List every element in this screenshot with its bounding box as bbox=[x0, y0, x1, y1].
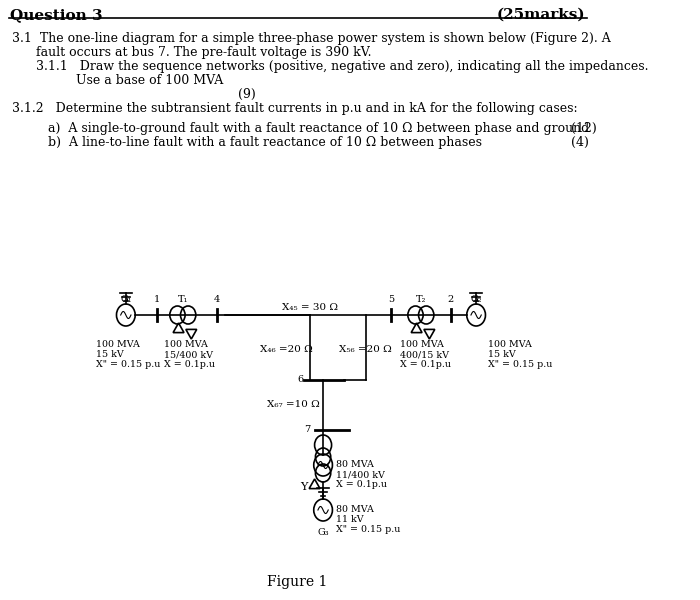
Text: 400/15 kV: 400/15 kV bbox=[400, 350, 449, 359]
Text: X₆₇ =10 Ω: X₆₇ =10 Ω bbox=[267, 400, 320, 409]
Text: 80 MVA: 80 MVA bbox=[336, 505, 374, 514]
Text: 100 MVA: 100 MVA bbox=[164, 340, 208, 349]
Text: Figure 1: Figure 1 bbox=[267, 575, 328, 589]
Text: Question 3: Question 3 bbox=[10, 8, 103, 22]
Text: X" = 0.15 p.u: X" = 0.15 p.u bbox=[336, 525, 400, 534]
Text: G₃: G₃ bbox=[317, 528, 329, 537]
Text: 15 kV: 15 kV bbox=[488, 350, 516, 359]
Text: G₁: G₁ bbox=[120, 295, 132, 304]
Text: T₁: T₁ bbox=[178, 295, 188, 304]
Text: 3.1.1   Draw the sequence networks (positive, negative and zero), indicating all: 3.1.1 Draw the sequence networks (positi… bbox=[12, 60, 648, 73]
Text: 3.1  The one-line diagram for a simple three-phase power system is shown below (: 3.1 The one-line diagram for a simple th… bbox=[12, 32, 610, 45]
Text: 4: 4 bbox=[214, 295, 220, 304]
Text: (12): (12) bbox=[571, 122, 597, 135]
Text: X = 0.1p.u: X = 0.1p.u bbox=[164, 360, 215, 369]
Text: X₄₆ =20 Ω: X₄₆ =20 Ω bbox=[260, 345, 313, 354]
Text: a)  A single-to-ground fault with a fault reactance of 10 Ω between phase and gr: a) A single-to-ground fault with a fault… bbox=[12, 122, 589, 135]
Text: 80 MVA: 80 MVA bbox=[336, 460, 374, 469]
Text: 100 MVA: 100 MVA bbox=[96, 340, 140, 349]
Text: 5: 5 bbox=[388, 295, 394, 304]
Text: Y: Y bbox=[300, 482, 307, 492]
Text: T₂: T₂ bbox=[416, 295, 426, 304]
Text: 3.1.2   Determine the subtransient fault currents in p.u and in kA for the follo: 3.1.2 Determine the subtransient fault c… bbox=[12, 102, 577, 115]
Text: X = 0.1p.u: X = 0.1p.u bbox=[336, 480, 387, 489]
Text: b)  A line-to-line fault with a fault reactance of 10 Ω between phases: b) A line-to-line fault with a fault rea… bbox=[12, 136, 482, 149]
Text: 7: 7 bbox=[304, 425, 310, 434]
Text: X" = 0.15 p.u: X" = 0.15 p.u bbox=[96, 360, 160, 369]
Text: 1: 1 bbox=[154, 295, 160, 304]
Text: 100 MVA: 100 MVA bbox=[488, 340, 532, 349]
Text: 2: 2 bbox=[447, 295, 454, 304]
Text: (25marks): (25marks) bbox=[496, 8, 585, 22]
Text: X₄₅ = 30 Ω: X₄₅ = 30 Ω bbox=[282, 303, 338, 312]
Text: 15 kV: 15 kV bbox=[96, 350, 124, 359]
Text: Use a base of 100 MVA: Use a base of 100 MVA bbox=[12, 74, 223, 87]
Text: 6: 6 bbox=[297, 376, 303, 385]
Text: 11/400 kV: 11/400 kV bbox=[336, 470, 385, 479]
Text: 11 kV: 11 kV bbox=[336, 515, 363, 524]
Text: 100 MVA: 100 MVA bbox=[400, 340, 444, 349]
Text: X" = 0.15 p.u: X" = 0.15 p.u bbox=[488, 360, 552, 369]
Text: X₅₆ =20 Ω: X₅₆ =20 Ω bbox=[340, 345, 392, 354]
Text: (9): (9) bbox=[238, 88, 256, 101]
Text: X = 0.1p.u: X = 0.1p.u bbox=[400, 360, 451, 369]
Text: fault occurs at bus 7. The pre-fault voltage is 390 kV.: fault occurs at bus 7. The pre-fault vol… bbox=[12, 46, 372, 59]
Text: 15/400 kV: 15/400 kV bbox=[164, 350, 213, 359]
Text: G₂: G₂ bbox=[470, 295, 482, 304]
Text: (4): (4) bbox=[571, 136, 589, 149]
